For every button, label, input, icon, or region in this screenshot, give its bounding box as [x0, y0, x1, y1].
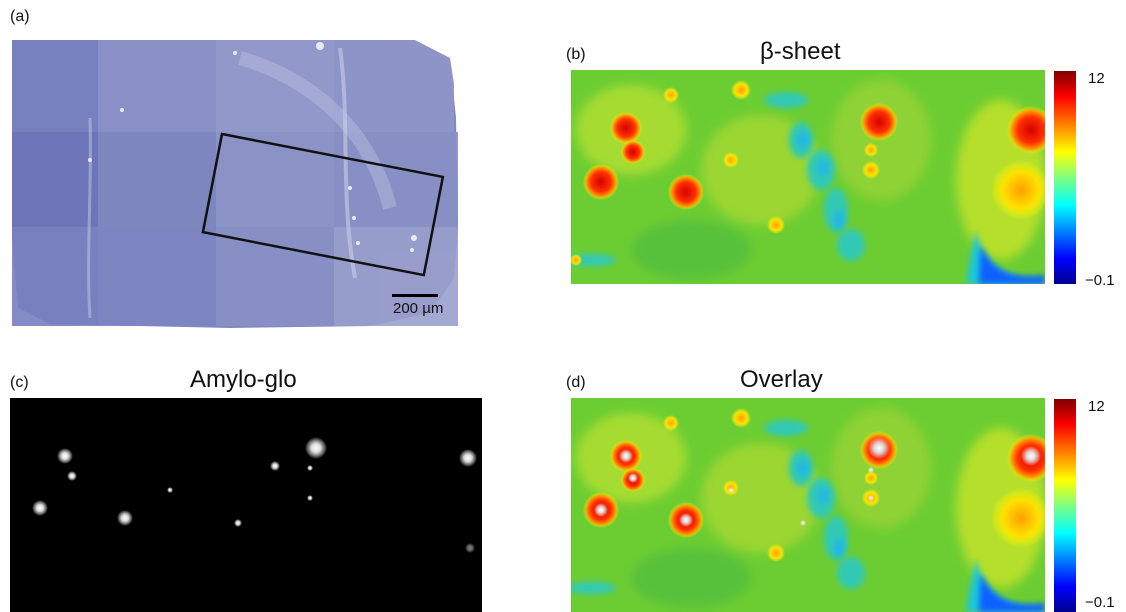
panel-a-label: (a) [10, 8, 30, 25]
amylo-glo-image [10, 398, 482, 612]
overlay-map [571, 398, 1045, 612]
panel-d-colorbar-max: 12 [1088, 398, 1105, 415]
panel-c-title: Amylo-glo [190, 366, 297, 393]
panel-b-colorbar-max: 12 [1088, 70, 1105, 87]
panel-b-colorbar-min: −0.1 [1085, 272, 1115, 289]
beta-sheet-map [571, 70, 1045, 284]
scale-bar-label: 200 µm [393, 300, 444, 317]
tissue-mosaic-image [10, 38, 458, 328]
panel-b-colorbar [1054, 71, 1076, 284]
panel-d-colorbar [1054, 399, 1076, 612]
panel-d-colorbar-min: −0.1 [1085, 594, 1115, 611]
panel-d-label: (d) [566, 374, 586, 391]
panel-c-label: (c) [10, 374, 29, 391]
panel-b-label: (b) [566, 46, 586, 63]
panel-d-title: Overlay [740, 366, 823, 393]
panel-b-title: β-sheet [760, 38, 841, 65]
